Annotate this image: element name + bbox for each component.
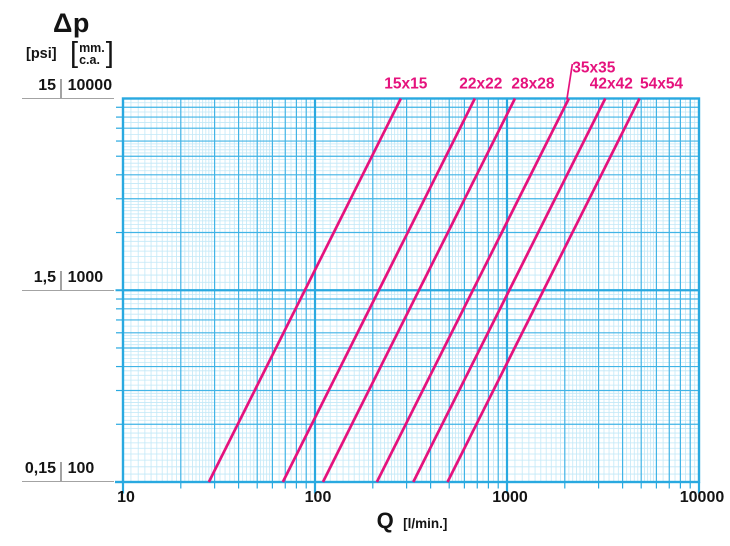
curve-35x35: [375, 97, 571, 483]
y-axis-title: Δp: [53, 8, 90, 38]
y-tick-mmca: 1000: [67, 268, 104, 286]
curve-15x15: [207, 97, 403, 483]
plot-border: [121, 97, 701, 484]
y-tick-mmca: 10000: [67, 76, 113, 94]
column-separator: [60, 270, 62, 290]
label-leader-line: [566, 63, 574, 100]
curve-label-54x54: 54x54: [640, 76, 683, 93]
x-tick-1000: 1000: [492, 489, 528, 506]
x-tick-100: 100: [304, 489, 332, 506]
curve-42x42: [412, 97, 607, 483]
column-separator: [60, 462, 62, 481]
x-tick-10: 10: [117, 489, 135, 506]
curve-label-22x22: 22x22: [459, 76, 502, 93]
mmca-unit-label: [ mm. c.a. ]: [70, 37, 114, 69]
y-tick-psi: 0,15: [24, 460, 56, 477]
ca-unit-line: c.a.: [79, 53, 100, 67]
q-unit: [l/min.]: [403, 516, 448, 531]
bracket-close: ]: [105, 37, 114, 69]
y-tick-psi: 1,5: [33, 268, 56, 286]
curve-28x28: [321, 97, 517, 483]
y-axis-row-1000: 1,5 1000: [22, 265, 114, 291]
bracket-open: [: [70, 37, 79, 69]
y-axis-row-100: 0,15 100: [22, 456, 114, 482]
x-axis-title: Q [l/min.]: [377, 508, 448, 534]
q-symbol: Q: [376, 508, 394, 533]
y-tick-psi: 15: [38, 76, 56, 94]
column-separator: [60, 78, 62, 98]
x-tick-10000: 10000: [679, 489, 725, 506]
curve-22x22: [281, 97, 477, 483]
y-axis-row-10000: 15 10000: [22, 73, 114, 99]
curve-label-42x42: 42x42: [590, 76, 633, 93]
axis-ticks: [115, 106, 701, 494]
curve-label-15x15: 15x15: [384, 76, 427, 93]
curve-54x54: [446, 97, 641, 483]
mm-unit-line: mm.: [79, 41, 105, 55]
curve-label-35x35: 35x35: [572, 60, 615, 77]
psi-unit-label: [psi]: [26, 46, 57, 62]
y-tick-mmca: 100: [67, 460, 95, 477]
curve-label-28x28: 28x28: [511, 76, 554, 93]
